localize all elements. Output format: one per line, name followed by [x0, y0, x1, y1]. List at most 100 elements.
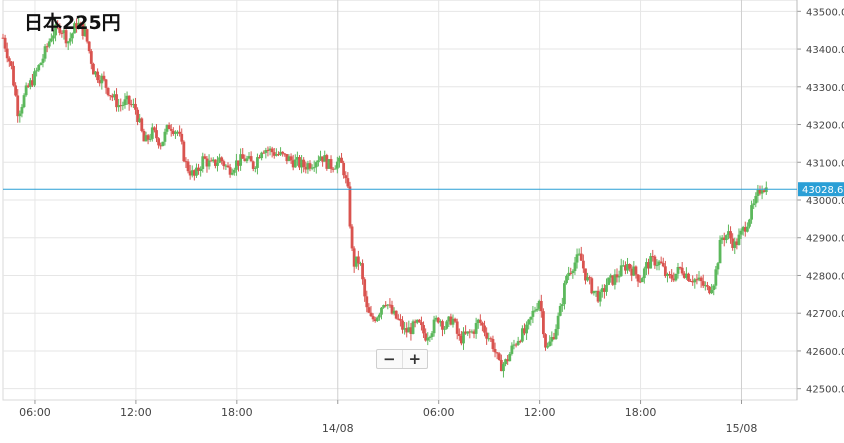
candle-body [401, 320, 404, 330]
y-tick-label: 43400.0 [806, 45, 844, 56]
candle-body [529, 316, 533, 320]
candle-body [720, 237, 724, 240]
candle-body [253, 167, 257, 169]
candle-body [270, 148, 274, 153]
x-tick-label: 15/08 [726, 422, 758, 435]
candle-body [590, 278, 594, 294]
candle-body [222, 161, 226, 167]
candle-body [73, 23, 76, 34]
candle-body [125, 95, 129, 100]
candle-body [449, 316, 453, 325]
candle-body [701, 281, 705, 286]
candle-body [434, 317, 438, 320]
candle-body [609, 275, 613, 278]
candle-body [96, 71, 100, 81]
candle-body [45, 46, 49, 48]
candle-body [272, 152, 276, 156]
candle-body [615, 274, 619, 278]
candle-body [323, 155, 327, 162]
candle-body [77, 22, 81, 29]
candle-body [134, 103, 137, 110]
candle-body [602, 288, 606, 292]
candle-body [146, 135, 150, 140]
candle-body [184, 161, 188, 163]
candle-body [26, 85, 30, 87]
candle-body [682, 273, 686, 278]
candle-body [47, 41, 51, 47]
candle-body [3, 37, 7, 49]
candle-body [321, 156, 325, 162]
candle-body [245, 158, 249, 162]
candle-body [371, 316, 375, 320]
candle-body [102, 75, 106, 80]
candle-body [342, 162, 346, 176]
candle-body [110, 96, 114, 98]
candle-body [676, 267, 680, 274]
candle-body [752, 203, 756, 206]
candle-body [651, 256, 655, 258]
candle-body [201, 156, 205, 169]
candle-body [171, 130, 175, 134]
candle-body [640, 278, 644, 283]
candle-body [497, 353, 501, 360]
y-tick-label: 43100.0 [806, 158, 844, 169]
candle-body [731, 238, 735, 248]
candle-body [722, 237, 726, 241]
candle-body [634, 266, 638, 275]
candle-body [706, 285, 709, 287]
candle-body [239, 154, 243, 166]
candle-body [41, 58, 45, 63]
candle-body [329, 159, 333, 169]
candle-body [649, 256, 653, 269]
candle-body [264, 149, 268, 153]
candle-body [605, 284, 608, 292]
candle-body [39, 62, 43, 66]
zoom-in-button[interactable]: + [401, 350, 428, 368]
candle-body [317, 160, 320, 163]
candle-body [436, 317, 440, 323]
zoom-control: − + [376, 349, 428, 369]
candle-body [127, 95, 131, 105]
candle-body [495, 352, 499, 354]
candle-body [684, 273, 688, 278]
candle-body [224, 165, 228, 167]
candle-body [356, 256, 360, 264]
candle-body [279, 151, 282, 155]
candle-body [274, 154, 278, 156]
candle-body [392, 310, 396, 314]
candle-body [743, 227, 747, 232]
candle-body [182, 141, 186, 162]
candle-body [291, 160, 295, 168]
candle-body [352, 248, 356, 267]
candle-body [70, 33, 74, 39]
candle-body [243, 158, 247, 162]
candle-body [115, 94, 118, 108]
candle-body [703, 285, 707, 287]
y-tick-label: 42700.0 [806, 309, 844, 320]
candle-body [668, 274, 671, 276]
candle-body [150, 127, 154, 139]
candle-body [167, 125, 171, 130]
candle-body [575, 254, 579, 263]
candle-body [409, 327, 413, 334]
candle-body [617, 276, 621, 278]
candle-body [268, 148, 272, 151]
candle-body [308, 163, 312, 169]
candle-body [377, 314, 381, 318]
current-price-label: 43028.6 [802, 185, 843, 196]
candle-body [375, 317, 379, 322]
candle-body [670, 274, 674, 279]
candle-body [708, 286, 711, 294]
candle-body [727, 231, 730, 236]
candle-body [571, 271, 575, 274]
candle-body [152, 127, 156, 131]
candle-body [384, 305, 388, 307]
x-tick-label: 06:00 [423, 406, 455, 419]
candle-body [58, 25, 62, 33]
zoom-out-button[interactable]: − [382, 350, 396, 368]
candle-body [581, 260, 585, 269]
candles [1, 16, 768, 378]
candle-body [188, 171, 192, 176]
candle-body [563, 283, 566, 305]
